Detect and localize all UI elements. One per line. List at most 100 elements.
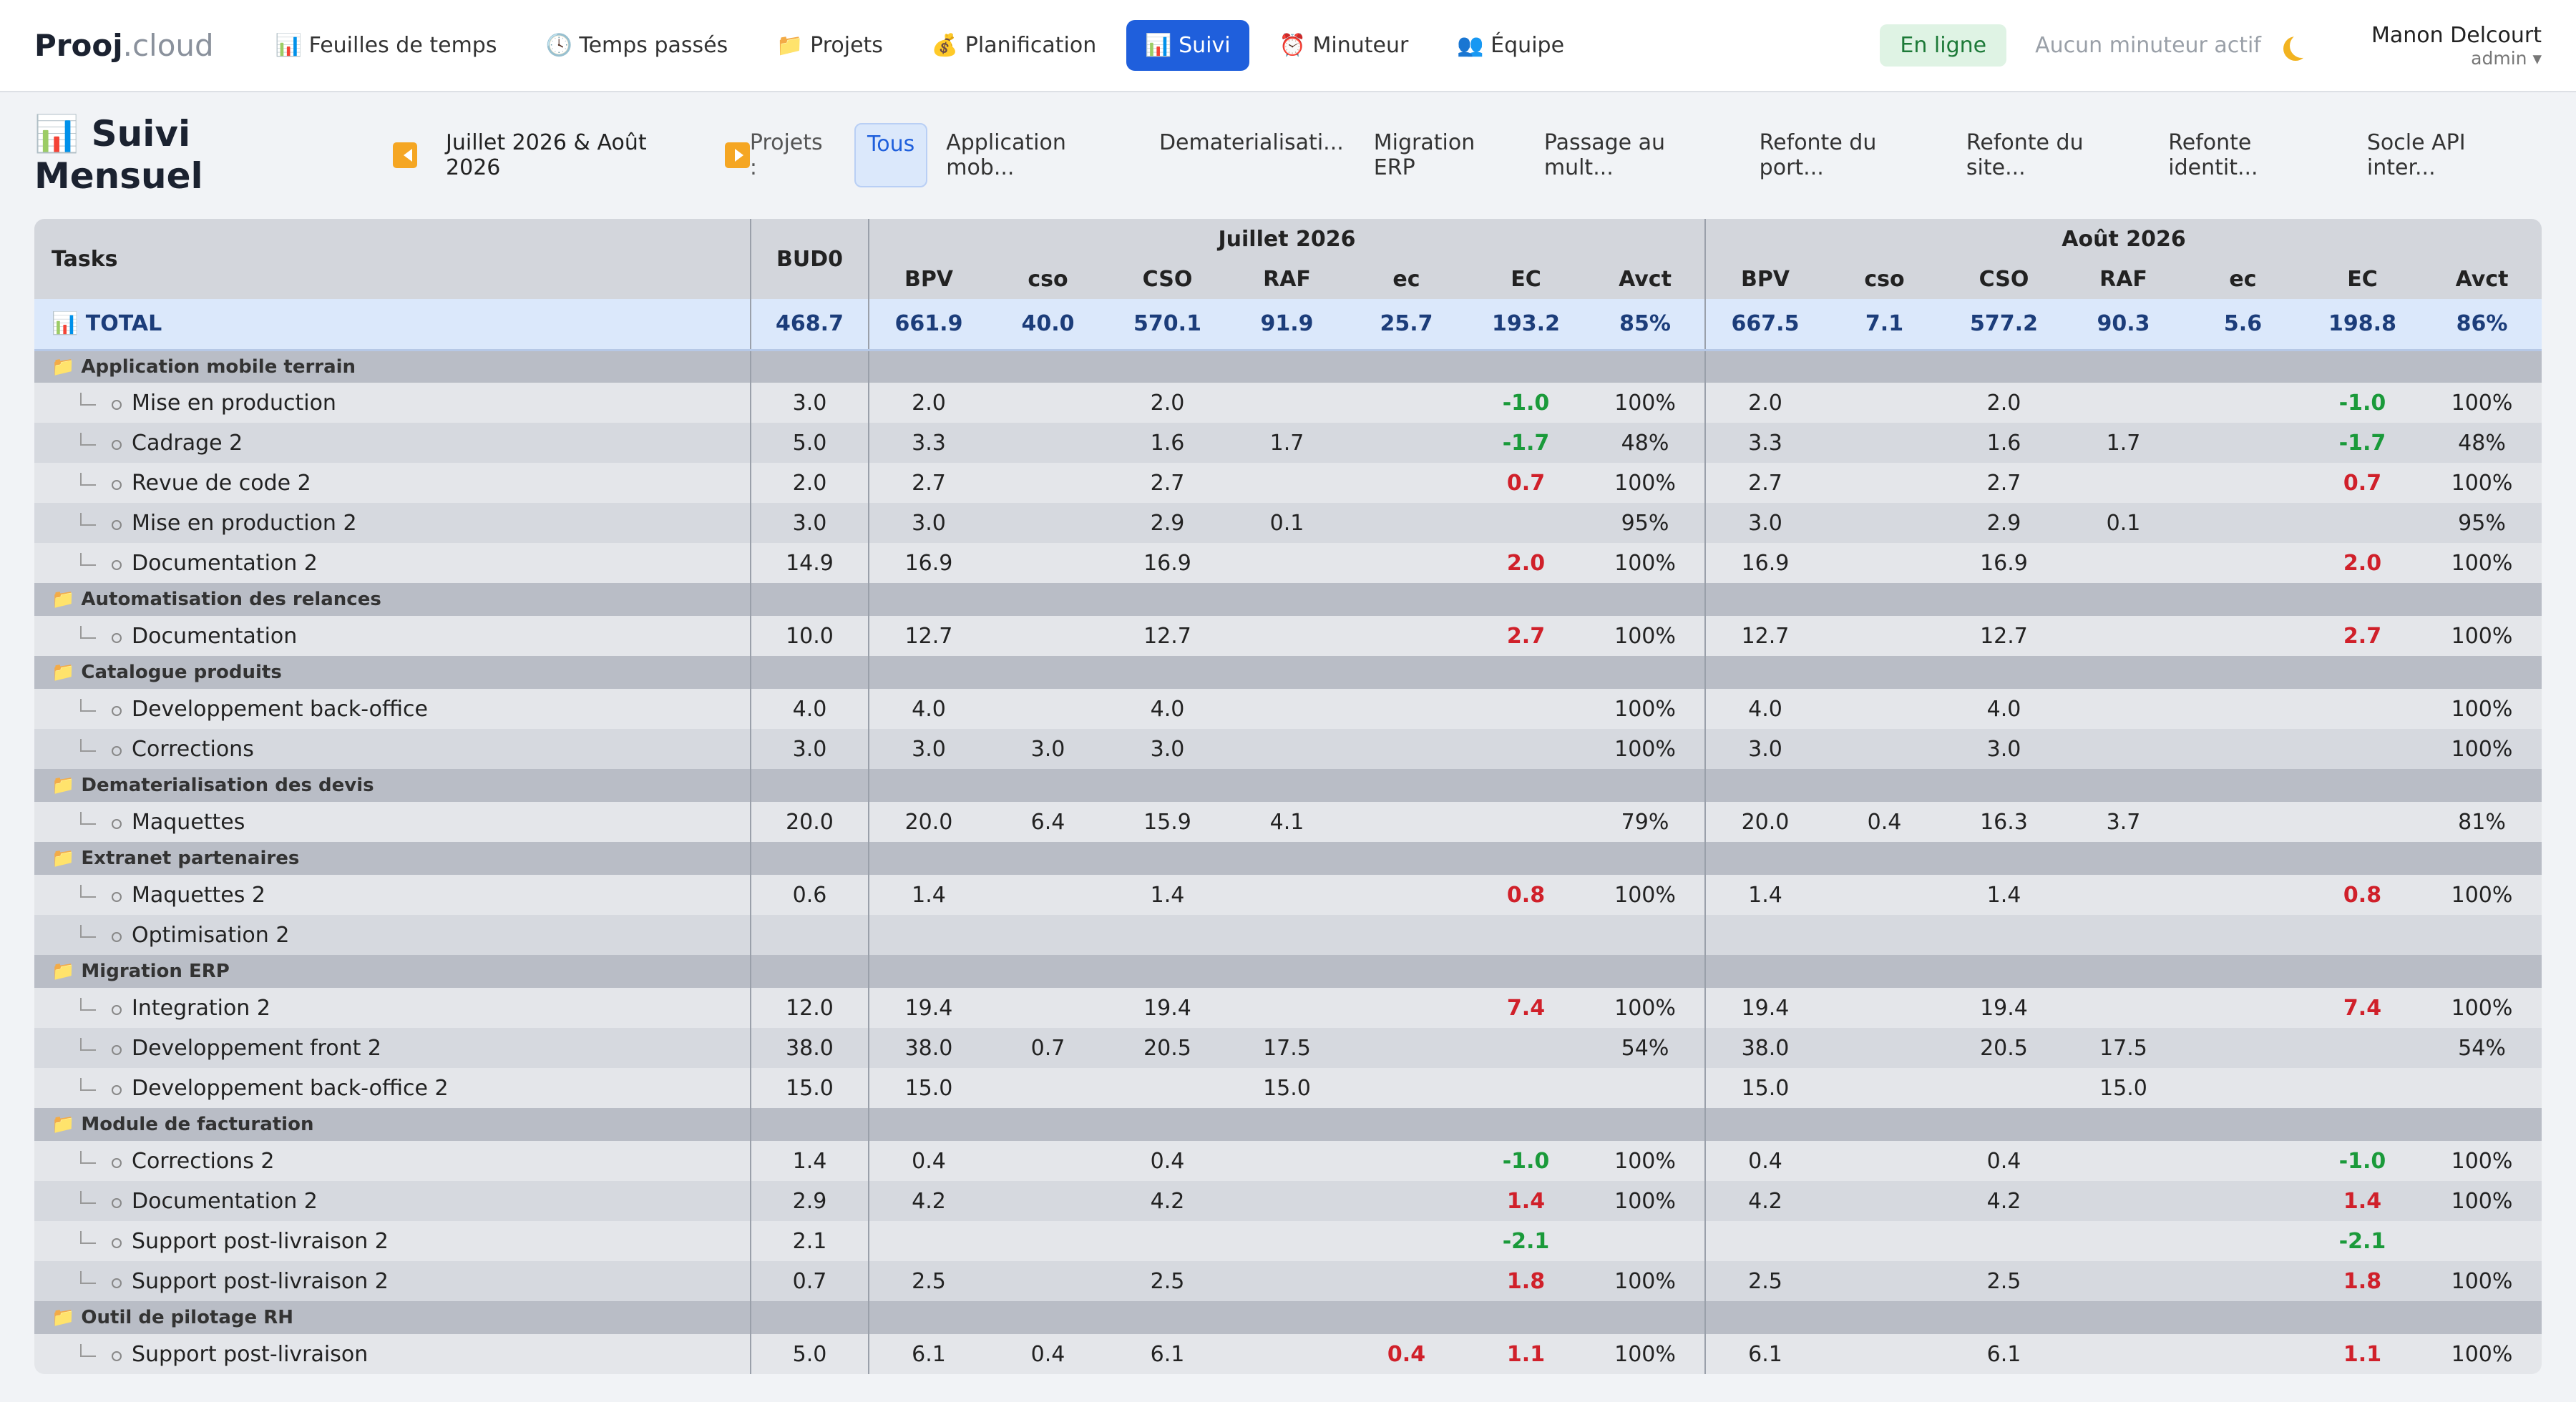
value-cell: 100% <box>2422 1181 2542 1221</box>
value-cell: 3.7 <box>2064 802 2183 842</box>
tree-connector <box>80 811 96 825</box>
project-filter[interactable]: Migration ERP <box>1373 129 1475 180</box>
value-cell <box>1825 543 1944 583</box>
project-filter[interactable]: Application mob... <box>946 129 1066 180</box>
value-cell: 1.8 <box>2303 1261 2422 1301</box>
value-cell: 38.0 <box>868 1028 988 1068</box>
total-cell: 570.1 <box>1108 299 1227 351</box>
value-cell <box>1227 616 1347 656</box>
column-header: Avct <box>1586 259 1705 299</box>
value-cell <box>1825 616 1944 656</box>
nav-item[interactable]: 📁 Projets <box>776 33 883 58</box>
user-menu[interactable]: Manon Delcourt admin ▾ <box>2371 23 2542 69</box>
task-cell: Support post-livraison 2 <box>34 1221 751 1261</box>
project-filter[interactable]: Refonte du port... <box>1759 129 1877 180</box>
value-cell <box>2183 915 2303 955</box>
task-row: Maquettes 2 0.6 1.4 1.4 0.8 100% 1.4 1.4 0.8 100% <box>34 875 2542 915</box>
brand-name: Prooj <box>34 28 123 63</box>
nav-item[interactable]: 💰 Planification <box>931 33 1097 58</box>
value-cell <box>1227 543 1347 583</box>
task-bullet <box>112 1084 122 1095</box>
value-cell <box>2422 915 2542 955</box>
value-cell: 6.1 <box>1108 1334 1227 1374</box>
value-cell <box>1227 988 1347 1028</box>
task-row: Documentation 2 14.9 16.9 16.9 2.0 100% 16.9 16… <box>34 543 2542 583</box>
project-filter[interactable]: Passage au mult... <box>1543 129 1666 180</box>
brand[interactable]: Prooj.cloud <box>34 28 214 63</box>
value-cell: 100% <box>1586 616 1705 656</box>
group-cell <box>868 955 1705 988</box>
value-cell: 15.0 <box>2064 1068 2183 1108</box>
group-cell <box>1704 583 2542 616</box>
value-cell <box>1825 875 1944 915</box>
value-cell <box>2303 802 2422 842</box>
task-name: Cadrage 2 <box>132 430 243 456</box>
task-bullet <box>112 439 122 450</box>
value-cell: 1.4 <box>1944 875 2064 915</box>
task-name: Documentation 2 <box>132 550 318 576</box>
nav-item[interactable]: 📊 Suivi <box>1126 20 1249 71</box>
value-cell <box>1347 689 1466 729</box>
nav-item[interactable]: 👥 Équipe <box>1457 33 1565 58</box>
project-filter[interactable]: Dematerialisati... <box>1158 129 1344 155</box>
value-cell <box>2183 875 2303 915</box>
group-cell <box>750 769 869 802</box>
value-cell: 0.7 <box>988 1028 1108 1068</box>
value-cell <box>2303 503 2422 543</box>
project-filter[interactable]: Tous <box>854 122 928 187</box>
nav-item[interactable]: 🕓 Temps passés <box>545 33 728 58</box>
group-cell <box>868 656 1705 689</box>
value-cell: 3.3 <box>868 423 988 463</box>
value-cell <box>1227 915 1347 955</box>
value-cell: 2.1 <box>750 1221 869 1261</box>
task-cell: Documentation <box>34 616 751 656</box>
task-name: Corrections <box>132 736 254 762</box>
value-cell <box>1944 1221 2064 1261</box>
column-header: ec <box>1347 259 1466 299</box>
value-cell <box>1227 875 1347 915</box>
task-row: Developpement front 2 38.0 38.0 0.7 20.5 17.5… <box>34 1028 2542 1068</box>
group-cell <box>868 583 1705 616</box>
value-cell <box>1466 915 1586 955</box>
value-cell: 16.9 <box>1108 543 1227 583</box>
prev-period[interactable] <box>392 142 418 168</box>
value-cell <box>1347 915 1466 955</box>
value-cell <box>2183 1261 2303 1301</box>
value-cell: 0.7 <box>2303 463 2422 503</box>
task-name: Integration 2 <box>132 995 270 1021</box>
theme-toggle[interactable] <box>2290 34 2314 58</box>
value-cell: 1.6 <box>1108 423 1227 463</box>
project-filter[interactable]: Socle API inter... <box>2366 129 2466 180</box>
page-title: 📊 Suivi Mensuel <box>34 113 203 197</box>
task-bullet <box>112 479 122 490</box>
column-header: cso <box>988 259 1108 299</box>
nav-item[interactable]: 📊 Feuilles de temps <box>275 33 497 58</box>
value-cell: 15.0 <box>750 1068 869 1108</box>
value-cell: 12.7 <box>868 616 988 656</box>
project-filter[interactable]: Refonte du site... <box>1966 129 2084 180</box>
value-cell: 2.9 <box>1108 503 1227 543</box>
value-cell <box>2183 1334 2303 1374</box>
value-cell <box>2064 988 2183 1028</box>
value-cell: 38.0 <box>1704 1028 1825 1068</box>
value-cell: 4.2 <box>868 1181 988 1221</box>
value-cell <box>2183 423 2303 463</box>
value-cell: 4.0 <box>1704 689 1825 729</box>
value-cell <box>2183 689 2303 729</box>
value-cell <box>2064 1334 2183 1374</box>
task-name: Support post-livraison 2 <box>132 1228 389 1254</box>
value-cell: 100% <box>2422 1334 2542 1374</box>
value-cell: 6.1 <box>868 1334 988 1374</box>
value-cell: 100% <box>1586 729 1705 769</box>
next-period[interactable] <box>725 142 750 168</box>
value-cell: 1.4 <box>868 875 988 915</box>
value-cell: 100% <box>2422 729 2542 769</box>
nav-item[interactable]: ⏰ Minuteur <box>1279 33 1409 58</box>
task-name: Developpement front 2 <box>132 1035 381 1061</box>
tree-connector <box>80 1343 96 1357</box>
value-cell: 7.4 <box>2303 988 2422 1028</box>
value-cell <box>1227 1334 1347 1374</box>
group-row: 📁 Module de facturation <box>34 1108 2542 1141</box>
project-filter[interactable]: Refonte identit... <box>2168 129 2258 180</box>
period: Juillet 2026 & Août 2026 <box>446 129 647 180</box>
